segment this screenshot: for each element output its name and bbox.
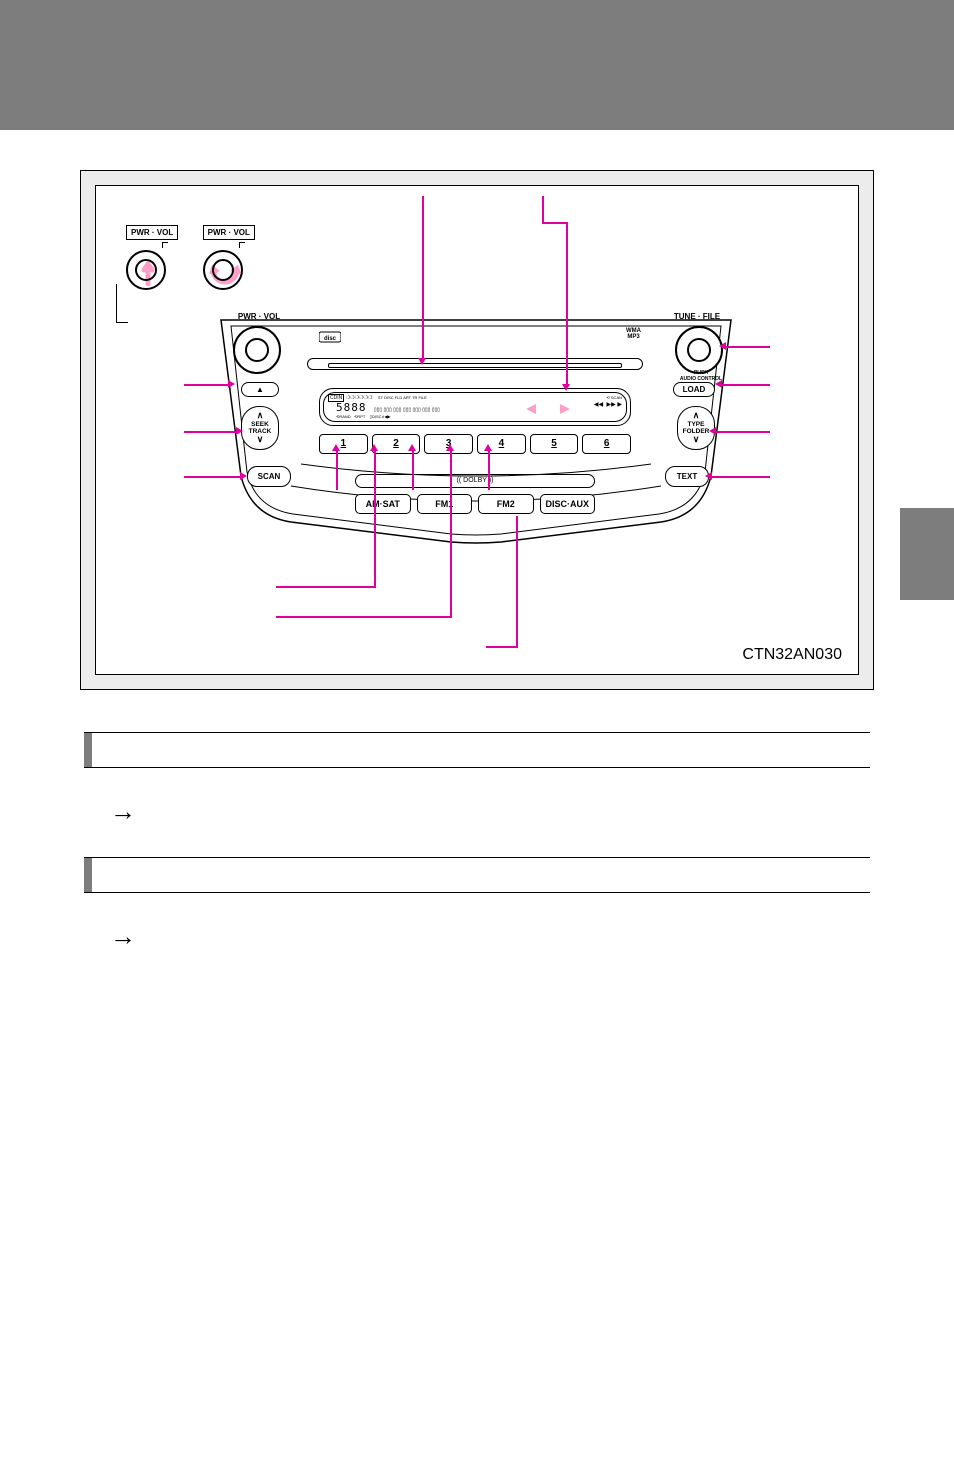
knob-label-small-2: PWR · VOL — [203, 225, 255, 240]
header-bar — [0, 0, 954, 130]
am-sat-button[interactable]: AM·SAT — [355, 494, 411, 514]
text-label: TEXT — [677, 472, 697, 481]
pwr-vol-knob[interactable] — [233, 326, 281, 374]
radio-unit: PWR · VOL TUNE · FILE PUSH AUDIO CONTROL… — [211, 316, 741, 546]
lcd-display: CDIN ❍❍❍❍❍❍ ST DISC FLD ART TR FILE ⟲ SC… — [319, 388, 631, 426]
audio-control-label: PUSH AUDIO CONTROL — [671, 370, 731, 382]
tune-file-knob[interactable] — [675, 326, 723, 374]
text-button[interactable]: TEXT — [665, 466, 709, 487]
cd-logo: disc — [319, 330, 341, 346]
display-content: CDIN ❍❍❍❍❍❍ ST DISC FLD ART TR FILE ⟲ SC… — [323, 392, 627, 422]
figure-inner: PWR · VOL PWR · VOL — [95, 185, 859, 675]
fm2-button[interactable]: FM2 — [478, 494, 534, 514]
cd-slot[interactable] — [307, 358, 643, 370]
pwr-vol-main-label: PWR · VOL — [229, 312, 289, 321]
disc-aux-button[interactable]: DISC·AUX — [540, 494, 596, 514]
knob-label-small-1: PWR · VOL — [126, 225, 178, 240]
knob-small-1 — [126, 250, 166, 290]
knob-diagram-group: PWR · VOL PWR · VOL — [126, 222, 255, 290]
preset-6[interactable]: 6 — [582, 434, 631, 454]
eject-icon: ▲ — [256, 385, 264, 394]
load-button[interactable]: LOAD — [673, 382, 715, 397]
section-2-title — [84, 857, 870, 893]
section-1-title — [84, 732, 870, 768]
fm1-button[interactable]: FM1 — [417, 494, 473, 514]
side-tab — [900, 508, 954, 600]
tune-file-label: TUNE · FILE — [667, 312, 727, 321]
section-2: → — [84, 857, 870, 952]
figure-container: PWR · VOL PWR · VOL — [80, 170, 874, 690]
load-label: LOAD — [683, 385, 706, 394]
knob-small-2 — [203, 250, 243, 290]
preset-1[interactable]: 1 — [319, 434, 368, 454]
arrow-2: → — [84, 921, 870, 952]
preset-5[interactable]: 5 — [530, 434, 579, 454]
svg-text:disc: disc — [324, 336, 337, 342]
dolby-label: (( DOLBY )) — [355, 474, 595, 488]
seek-track-label: SEEK TRACK — [242, 421, 278, 435]
preset-row: 1 2 3 4 5 6 — [319, 434, 631, 454]
wma-mp3-logo: WMA MP3 — [626, 328, 641, 340]
seek-track-button[interactable]: ∧ SEEK TRACK ∨ — [241, 406, 279, 450]
scan-label: SCAN — [258, 472, 281, 481]
mode-row: AM·SAT FM1 FM2 DISC·AUX — [355, 494, 595, 514]
eject-button[interactable]: ▲ — [241, 382, 279, 397]
scan-button[interactable]: SCAN — [247, 466, 291, 487]
arrow-1: → — [84, 796, 870, 827]
figure-code: CTN32AN030 — [742, 646, 842, 664]
section-1: → — [84, 732, 870, 827]
